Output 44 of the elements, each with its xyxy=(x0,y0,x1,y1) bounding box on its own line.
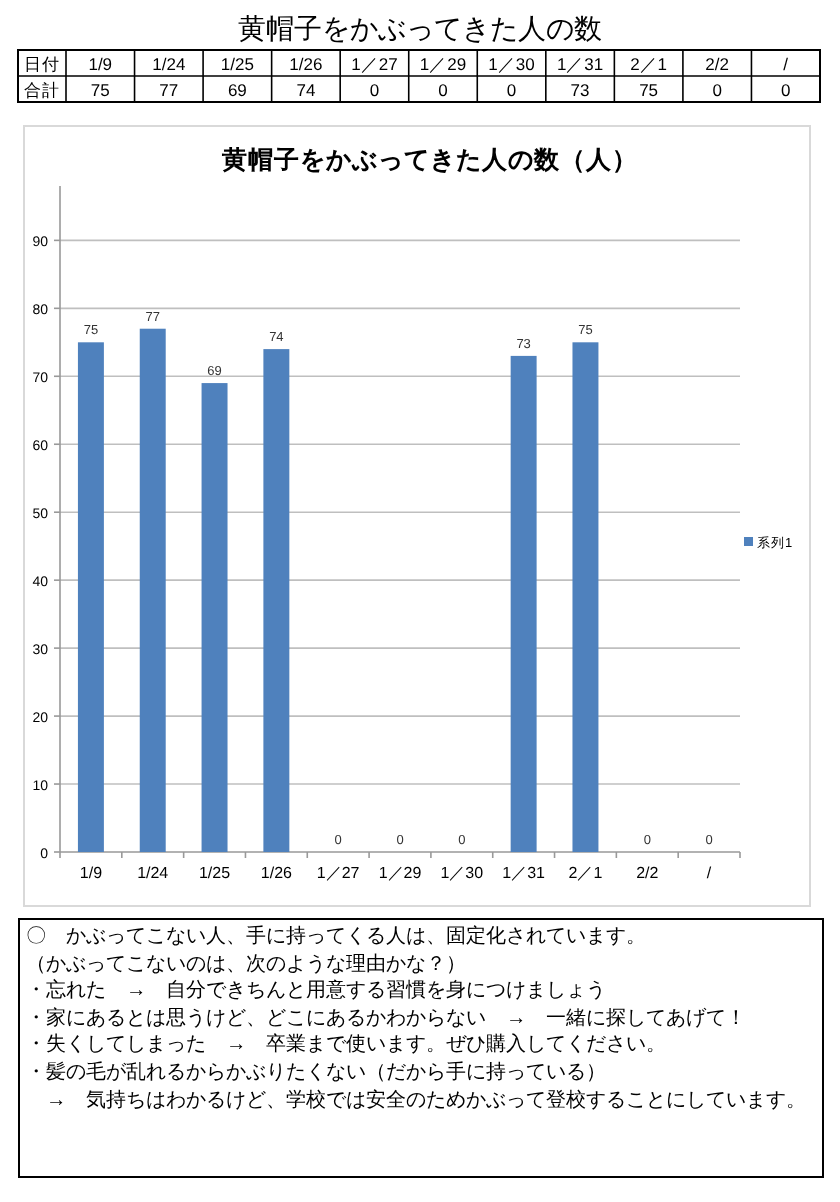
x-tick-label: 1／30 xyxy=(440,864,485,882)
category-label: 2／1 xyxy=(630,54,668,74)
data-label: 73 xyxy=(570,80,591,100)
text: ・髪の毛が乱れるからかぶりたくない（だから手に持っている） xyxy=(26,1059,608,1088)
data-label: 0 xyxy=(369,80,380,100)
category-label: 1／30 xyxy=(488,54,536,74)
text: 日付 xyxy=(24,54,60,74)
text: （かぶってこないのは、次のような理由かな？） xyxy=(26,951,468,979)
data-label: 69 xyxy=(227,80,248,100)
text: ・忘れた → 自分できちんと用意する習慣を身につけましょう xyxy=(26,978,609,1006)
data-label: 75 xyxy=(639,80,659,100)
x-tick-label: / xyxy=(706,864,713,882)
x-tick-label: 1/24 xyxy=(137,864,170,882)
category-label: 1／27 xyxy=(351,54,399,74)
x-tick-label: 2/2 xyxy=(636,864,660,882)
category-label: 1/9 xyxy=(88,54,113,74)
x-tick-label: 1／27 xyxy=(316,864,361,882)
x-tick-label: 1/25 xyxy=(198,864,232,882)
data-label: 0 xyxy=(438,80,449,100)
category-label: 1/25 xyxy=(220,54,255,74)
category-label: 1／31 xyxy=(556,54,604,74)
x-tick-label: 1/9 xyxy=(79,864,104,882)
chart-title: 黄帽子をかぶってきた人の数（人） xyxy=(220,146,638,174)
category-label: 1/24 xyxy=(152,54,186,74)
text: → 気持ちはわかるけど、学校では安全のためかぶって登校することにしています。 xyxy=(44,1087,809,1115)
x-tick-label: 1／29 xyxy=(378,864,423,882)
data-label: 0 xyxy=(506,80,517,100)
text: 黄帽子をかぶってきた人の数 xyxy=(238,12,602,44)
data-label: 75 xyxy=(90,80,111,100)
text: 合計 xyxy=(24,80,60,100)
data-label: 77 xyxy=(159,80,179,100)
data-label: 0 xyxy=(780,80,791,100)
category-label: / xyxy=(783,54,790,74)
category-label: 1/26 xyxy=(289,54,323,74)
data-label: 74 xyxy=(296,80,316,100)
text: ・失くしてしまった → 卒業まで使います。ぜひ購入してください。 xyxy=(26,1032,669,1060)
x-tick-label: 2／1 xyxy=(568,864,604,882)
category-label: 2/2 xyxy=(705,54,730,74)
category-label: 1／29 xyxy=(419,54,467,74)
text: ・家にあるとは思うけど、どこにあるかわからない → 一緒に探してあげて！ xyxy=(26,1005,749,1033)
data-label: 0 xyxy=(712,80,723,100)
text: 〇 かぶってこない人、手に持ってくる人は、固定化されています。 xyxy=(26,924,648,952)
x-tick-label: 1/26 xyxy=(260,864,294,882)
x-tick-label: 1／31 xyxy=(502,864,547,882)
